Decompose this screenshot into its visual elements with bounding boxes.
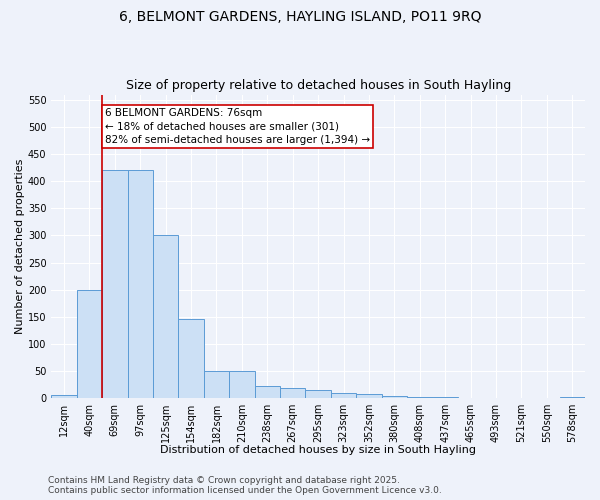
- Bar: [128, 170, 153, 398]
- X-axis label: Distribution of detached houses by size in South Hayling: Distribution of detached houses by size …: [160, 445, 476, 455]
- Bar: [178, 320, 204, 398]
- Bar: [560, 397, 585, 398]
- Text: 6 BELMONT GARDENS: 76sqm
← 18% of detached houses are smaller (301)
82% of semi-: 6 BELMONT GARDENS: 76sqm ← 18% of detach…: [104, 108, 370, 144]
- Text: Contains HM Land Registry data © Crown copyright and database right 2025.
Contai: Contains HM Land Registry data © Crown c…: [48, 476, 442, 495]
- Bar: [204, 371, 229, 398]
- Bar: [305, 390, 331, 398]
- Title: Size of property relative to detached houses in South Hayling: Size of property relative to detached ho…: [125, 79, 511, 92]
- Bar: [77, 290, 102, 398]
- Bar: [153, 236, 178, 398]
- Bar: [331, 392, 356, 398]
- Bar: [51, 396, 77, 398]
- Text: 6, BELMONT GARDENS, HAYLING ISLAND, PO11 9RQ: 6, BELMONT GARDENS, HAYLING ISLAND, PO11…: [119, 10, 481, 24]
- Bar: [229, 371, 254, 398]
- Bar: [356, 394, 382, 398]
- Bar: [254, 386, 280, 398]
- Bar: [102, 170, 128, 398]
- Bar: [280, 388, 305, 398]
- Bar: [407, 397, 433, 398]
- Y-axis label: Number of detached properties: Number of detached properties: [15, 158, 25, 334]
- Bar: [382, 396, 407, 398]
